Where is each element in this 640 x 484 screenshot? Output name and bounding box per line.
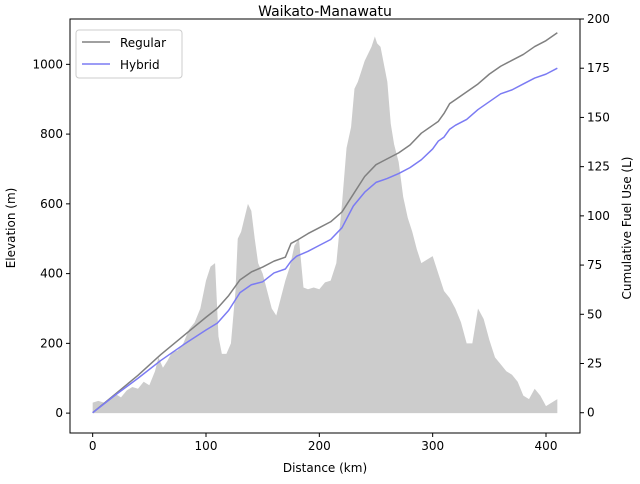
y2-tick-label: 0 [587, 406, 595, 420]
y2-tick-label: 125 [587, 160, 610, 174]
x-tick-label: 200 [308, 439, 331, 453]
elevation-area [92, 36, 558, 414]
series-line-regular [92, 32, 558, 414]
axes-frame [69, 18, 581, 434]
y2-tick-label: 200 [587, 12, 610, 26]
y2-tick-label: 25 [587, 357, 602, 371]
y2-tick-label: 150 [587, 110, 610, 124]
x-tick-label: 0 [89, 439, 97, 453]
y2-tick-label: 175 [587, 61, 610, 75]
y-tick-label: 0 [55, 406, 63, 420]
y-tick-label: 1000 [32, 57, 63, 71]
y-tick-label: 600 [40, 197, 63, 211]
x-axis-label: Distance (km) [283, 461, 367, 475]
x-tick-label: 300 [421, 439, 444, 453]
y-tick-label: 400 [40, 267, 63, 281]
legend: Regular Hybrid [75, 29, 183, 79]
y2-tick-label: 50 [587, 307, 602, 321]
x-tick-label: 400 [535, 439, 558, 453]
axes: 0 100 200 300 400 0 200 400 600 800 1000 0 25 50 75 100… [32, 12, 609, 453]
chart-title: Waikato-Manawatu [258, 4, 392, 20]
y-tick-label: 200 [40, 336, 63, 350]
y2-tick-label: 100 [587, 209, 610, 223]
y-tick-label: 800 [40, 127, 63, 141]
legend-label-regular: Regular [120, 36, 166, 50]
series-line-hybrid [92, 67, 558, 414]
y2-axis-label: Cumulative Fuel Use (L) [620, 157, 634, 300]
y-axis-label: Elevation (m) [4, 188, 18, 269]
y2-tick-label: 75 [587, 258, 602, 272]
x-tick-label: 100 [195, 439, 218, 453]
plot-area [92, 32, 558, 414]
legend-label-hybrid: Hybrid [120, 58, 160, 72]
